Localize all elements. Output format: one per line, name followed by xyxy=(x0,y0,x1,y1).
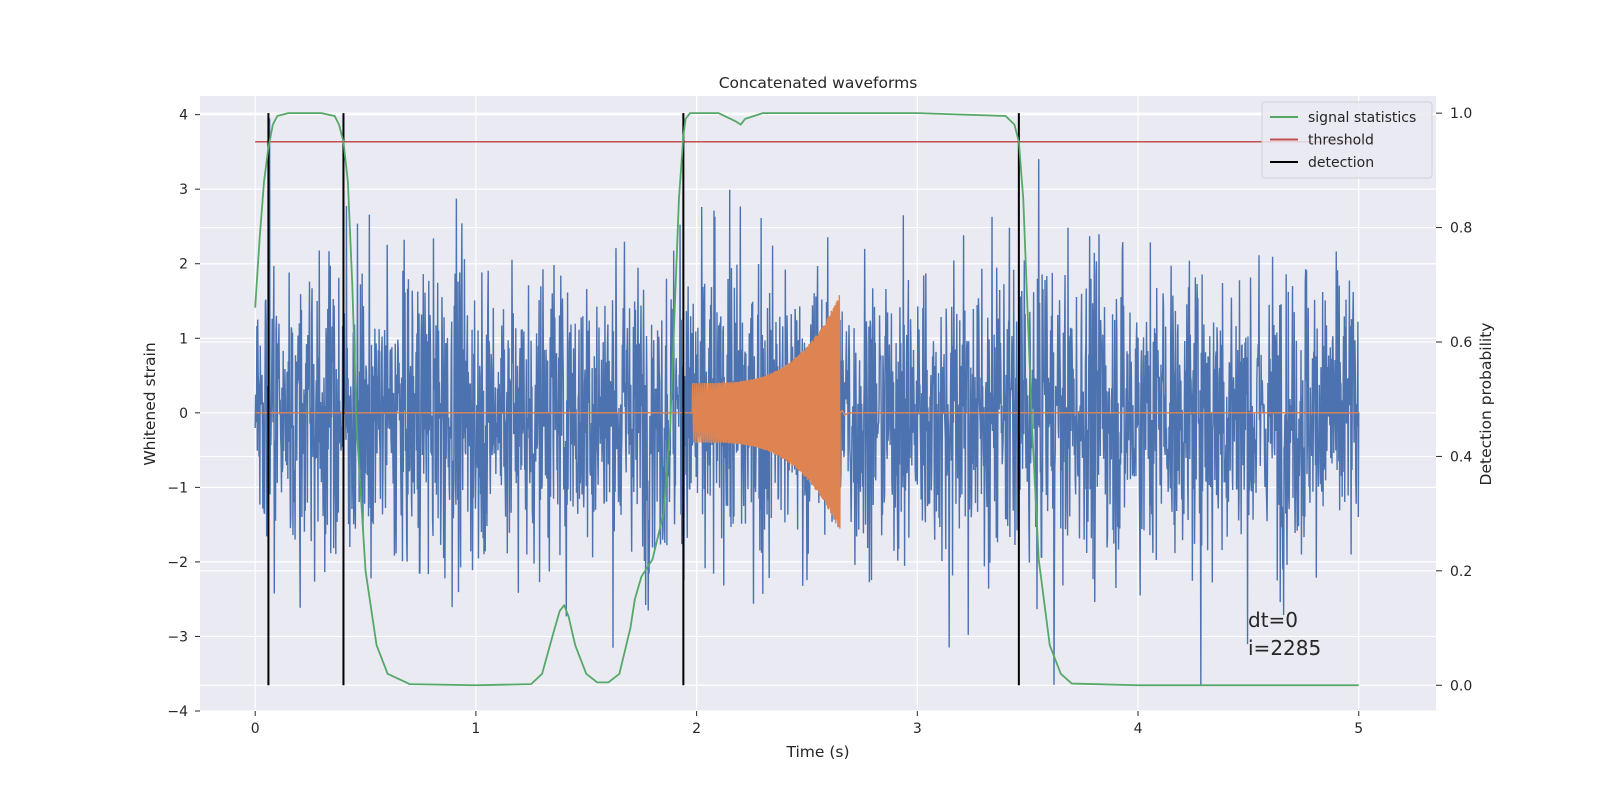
x-axis-label: Time (s) xyxy=(785,743,849,761)
x-tick-label: 3 xyxy=(913,721,922,737)
y-axis-label: Whitened strain xyxy=(141,342,159,465)
x-tick-label: 0 xyxy=(251,721,260,737)
y-tick-label: 0 xyxy=(179,406,188,422)
x-tick-label: 5 xyxy=(1354,721,1363,737)
y-tick-label: 2 xyxy=(179,257,188,273)
x-tick-label: 4 xyxy=(1134,721,1143,737)
x-axis-ticks: 0 1 2 3 4 5 xyxy=(251,711,1363,737)
detection-lines xyxy=(267,113,1020,686)
y2-tick-label: 0.8 xyxy=(1450,221,1472,237)
legend-label: signal statistics xyxy=(1308,110,1416,126)
y2-axis-ticks: 0.0 0.2 0.4 0.6 0.8 1.0 xyxy=(1436,106,1472,694)
signal-statistics-series xyxy=(254,112,1359,687)
y2-tick-label: 0.2 xyxy=(1450,564,1472,580)
y2-axis-label: Detection probability xyxy=(1477,323,1495,486)
signal-statistics-line xyxy=(254,112,1359,687)
strain-series xyxy=(254,118,1360,685)
y-tick-label: 4 xyxy=(179,108,188,124)
annotation-i: i=2285 xyxy=(1248,636,1321,660)
strain-line xyxy=(254,118,1360,685)
injection-line xyxy=(255,295,1359,529)
y2-tick-label: 0.0 xyxy=(1450,678,1472,694)
legend-label: detection xyxy=(1308,155,1374,171)
y-tick-label: −4 xyxy=(167,704,188,720)
legend-box xyxy=(1261,101,1433,179)
y-tick-label: −1 xyxy=(167,480,188,496)
annotation-dt: dt=0 xyxy=(1248,608,1298,632)
legend-label: threshold xyxy=(1308,133,1374,149)
y2-tick-label: 0.6 xyxy=(1450,335,1472,351)
y2-tick-label: 1.0 xyxy=(1450,106,1472,122)
y-tick-label: 1 xyxy=(179,331,188,347)
y-tick-label: 3 xyxy=(179,182,188,198)
y-axis-ticks: −4 −3 −2 −1 0 1 2 3 4 xyxy=(167,108,200,720)
x-tick-label: 1 xyxy=(471,721,480,737)
legend: signal statistics threshold detection xyxy=(1261,101,1433,179)
chart-title: Concatenated waveforms xyxy=(719,74,918,92)
y-tick-label: −2 xyxy=(167,555,188,571)
y-tick-label: −3 xyxy=(167,629,188,645)
x-tick-label: 2 xyxy=(692,721,701,737)
y2-tick-label: 0.4 xyxy=(1450,449,1472,465)
injection-series xyxy=(255,295,1359,529)
